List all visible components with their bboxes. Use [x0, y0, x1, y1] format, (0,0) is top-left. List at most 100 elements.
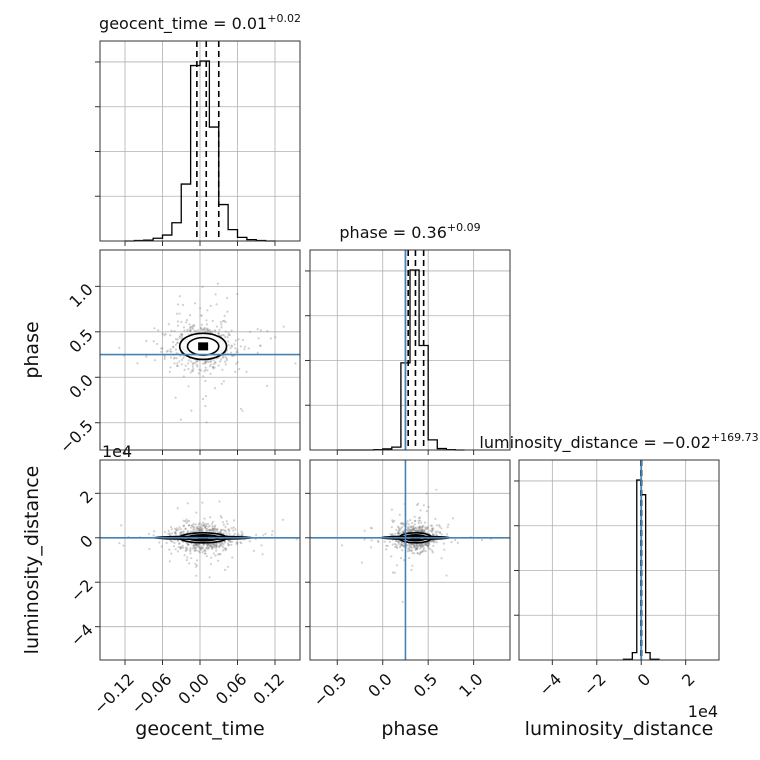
sample-point [193, 549, 196, 552]
sample-point [176, 364, 179, 367]
sample-point [189, 329, 192, 333]
sample-point [191, 370, 194, 373]
sample-point [433, 541, 436, 544]
sample-point [388, 540, 391, 544]
x-tick-label: 0.00 [174, 670, 213, 709]
sample-point [427, 542, 430, 545]
sample-point [188, 323, 191, 326]
sample-point [417, 530, 420, 533]
sample-point [363, 529, 366, 532]
sample-point [377, 539, 380, 543]
sample-point [198, 546, 201, 550]
sample-point [209, 304, 212, 307]
sample-point [165, 541, 168, 545]
sample-point [392, 520, 395, 524]
sample-point [401, 522, 404, 525]
sample-point [184, 527, 187, 530]
sample-point [219, 544, 222, 547]
sample-point [422, 530, 426, 533]
sample-point [264, 532, 267, 535]
sample-point [282, 325, 285, 328]
sample-point [175, 528, 179, 532]
sample-point [167, 529, 170, 533]
hist-panel-geocent_time [95, 40, 301, 246]
sample-point [170, 528, 174, 531]
x-axis-label-luminosity_distance: luminosity_distance [525, 718, 714, 740]
sample-point [163, 357, 166, 360]
sample-point [412, 528, 415, 531]
sample-point [431, 530, 434, 534]
panel-title: geocent_time = 0.01+0.02 [99, 12, 301, 34]
sample-point [186, 502, 189, 505]
sample-point [208, 576, 211, 579]
sample-point [186, 328, 189, 331]
sample-point [409, 546, 413, 549]
sample-point [411, 564, 414, 567]
sample-point [203, 548, 207, 551]
sample-point [236, 293, 239, 296]
sample-point [212, 367, 215, 370]
sample-point [153, 530, 156, 533]
sample-point [176, 341, 179, 344]
panel-title: luminosity_distance = −0.02+169.73 [479, 431, 758, 453]
sample-point [369, 526, 373, 530]
sample-point [153, 327, 156, 330]
sample-point [399, 546, 402, 549]
sample-point [183, 554, 186, 557]
sample-point [167, 323, 170, 326]
sample-point [222, 545, 225, 548]
sample-point [167, 532, 170, 535]
sample-point [199, 548, 202, 552]
sample-point [197, 525, 200, 529]
sample-point [411, 528, 414, 531]
sample-point [200, 323, 203, 326]
sample-point [179, 531, 182, 534]
sample-point [164, 332, 167, 336]
sample-point [394, 545, 397, 549]
sample-point [402, 542, 406, 545]
sample-point [179, 545, 182, 549]
sample-point [209, 360, 212, 363]
sample-point [227, 530, 231, 533]
sample-point [410, 525, 413, 528]
sample-point [416, 552, 420, 555]
sample-point [217, 531, 220, 534]
sample-point [416, 502, 420, 505]
sample-point [206, 544, 209, 547]
sample-point [207, 546, 210, 549]
sample-point [198, 522, 201, 525]
sample-point [220, 516, 223, 519]
sample-point [189, 326, 192, 329]
sample-point [182, 326, 186, 329]
sample-point [193, 528, 196, 531]
panel-frame [309, 459, 511, 661]
sample-point [194, 523, 197, 526]
sample-point [196, 365, 199, 368]
sample-point [417, 519, 420, 522]
sample-point [192, 522, 195, 526]
sample-point [176, 320, 179, 323]
sample-point [215, 542, 218, 545]
sample-point [422, 544, 425, 547]
sample-point [395, 543, 398, 547]
sample-point [397, 532, 400, 535]
sample-point [227, 544, 230, 547]
sample-point [427, 542, 430, 546]
sample-point [226, 310, 229, 313]
title-value: geocent_time = 0.01 [99, 14, 267, 34]
sample-point [193, 324, 196, 327]
sample-point [393, 542, 397, 546]
sample-point [391, 532, 394, 536]
sample-point [199, 369, 202, 372]
sample-point [398, 532, 401, 535]
sample-point [176, 341, 180, 344]
sample-point [209, 363, 213, 366]
sample-point [402, 531, 405, 534]
sample-point [195, 549, 198, 552]
sample-point [219, 543, 222, 546]
title-value: phase = 0.36 [339, 223, 446, 242]
sample-point [369, 546, 373, 549]
sample-point [256, 351, 259, 354]
sample-point [212, 543, 215, 546]
sample-point [169, 334, 172, 337]
